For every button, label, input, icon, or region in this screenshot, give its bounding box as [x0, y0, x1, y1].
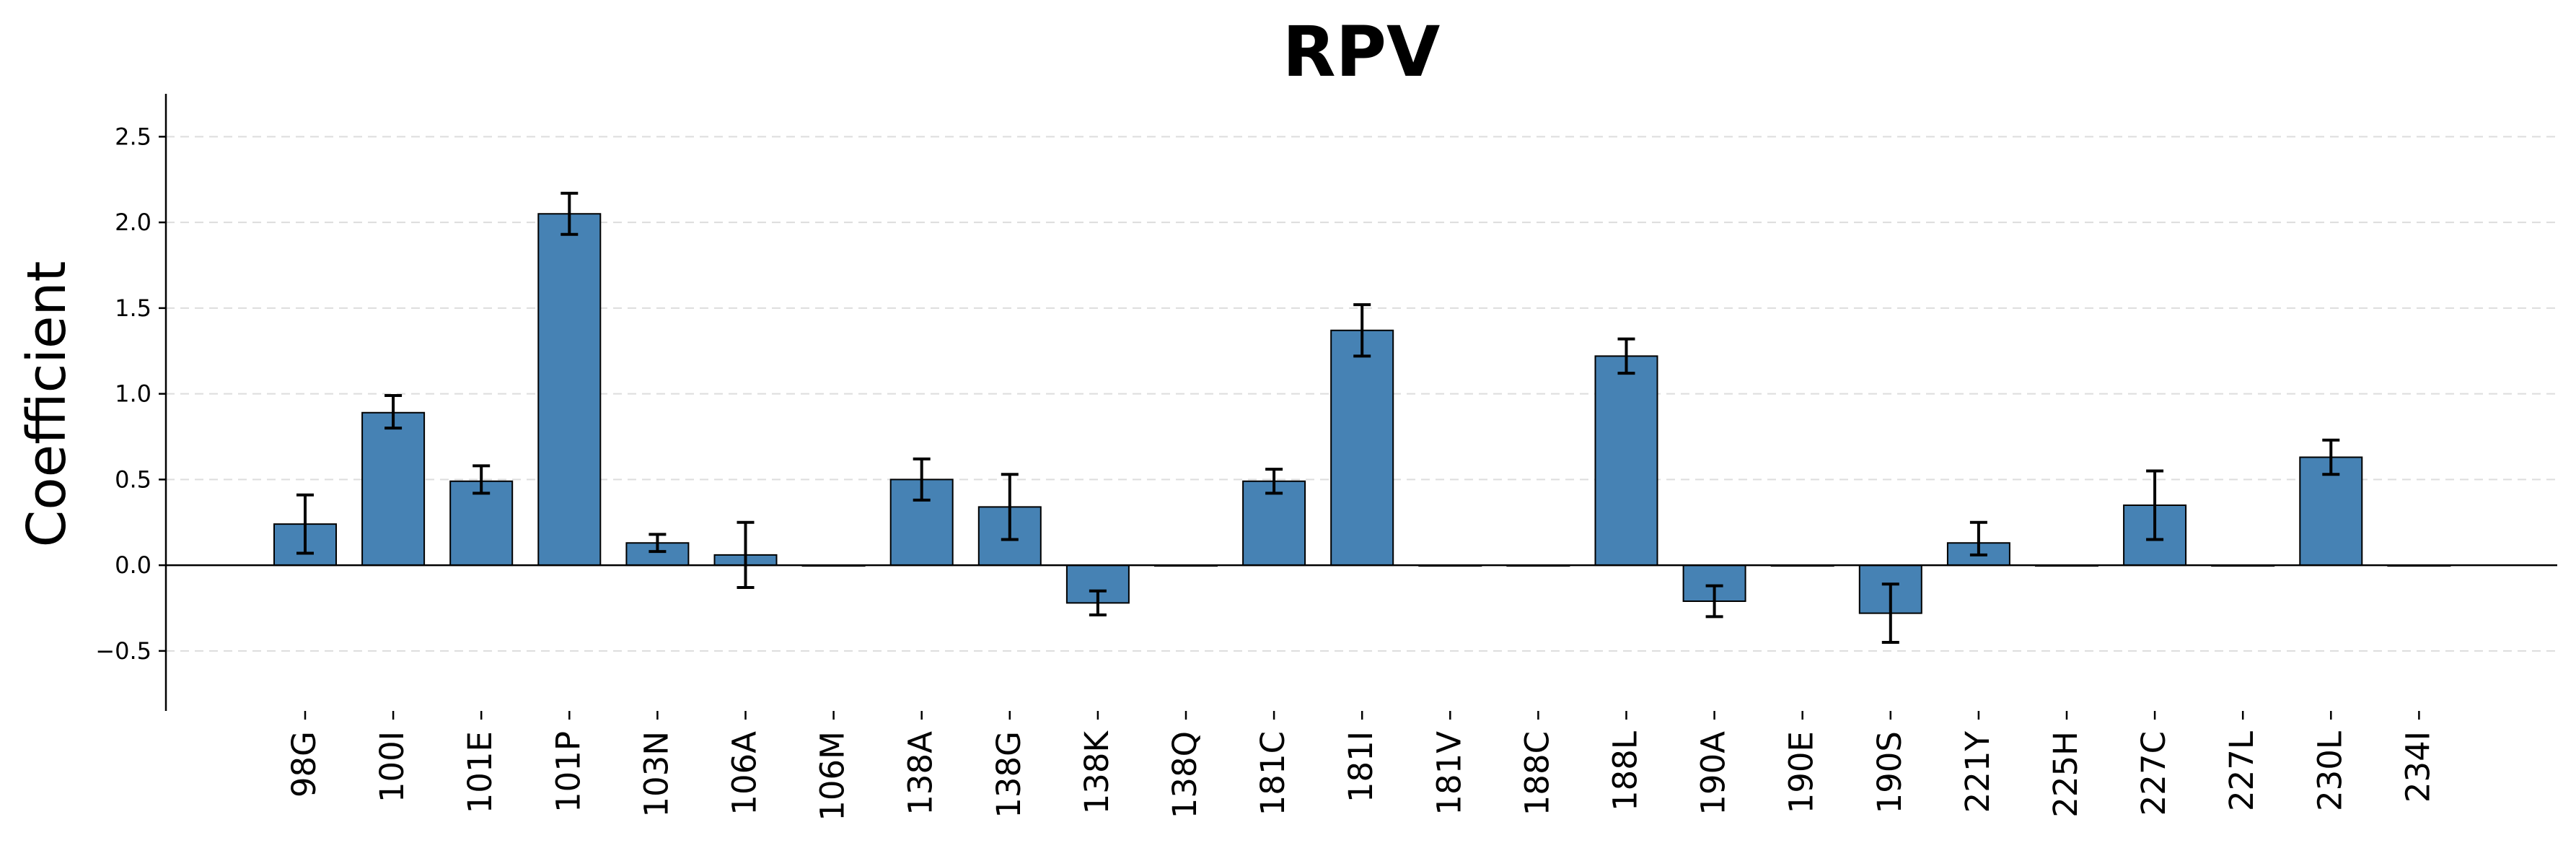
x-ticks: 98G 100I 101E 101P 103N 106A 106M 138A 138G 138K 1…	[285, 711, 2437, 821]
y-axis-label: Coefficient	[16, 261, 78, 548]
x-tick-label: 101P	[549, 731, 587, 813]
x-tick-label: 221Y	[1959, 730, 1997, 813]
x-tick-label: 100I	[373, 731, 411, 803]
error-bar	[913, 457, 931, 502]
bar	[537, 213, 602, 567]
x-tick-label: 138A	[902, 731, 940, 816]
y-tick-label: 2.0	[115, 209, 151, 236]
y-ticks: −0.5 0.0 0.5 1.0 1.5 2.0 2.5	[95, 123, 166, 665]
error-bar	[1969, 520, 1987, 556]
x-tick-label: 101E	[461, 731, 499, 813]
bars	[273, 213, 2451, 614]
error-bar	[737, 520, 755, 589]
error-bar	[2146, 469, 2164, 541]
x-tick-label: 190S	[1871, 731, 1909, 813]
y-tick-label: 1.0	[115, 380, 151, 408]
x-tick-label: 138G	[990, 731, 1028, 818]
error-bar	[384, 394, 403, 430]
x-tick-label: 98G	[285, 731, 323, 798]
x-tick-label: 181I	[1342, 731, 1380, 803]
x-tick-label: 230L	[2311, 731, 2349, 811]
bar	[1242, 480, 1306, 567]
x-tick-label: 225H	[2047, 731, 2085, 818]
y-tick-label: 2.5	[115, 123, 151, 150]
error-bar	[1089, 589, 1107, 616]
y-tick-label: 1.5	[115, 294, 151, 322]
y-tick-label: 0.5	[115, 466, 151, 493]
x-tick-label: 188L	[1606, 731, 1645, 811]
error-bars	[296, 191, 2340, 644]
x-tick-label: 103N	[637, 731, 675, 818]
error-bar	[472, 464, 491, 495]
x-tick-label: 106A	[726, 731, 764, 816]
x-tick-label: 234I	[2399, 731, 2437, 803]
bar	[361, 411, 426, 567]
grid-lines	[166, 136, 2557, 652]
axes	[164, 94, 2557, 711]
y-tick-label: −0.5	[95, 637, 151, 665]
error-bar	[1265, 468, 1283, 495]
error-bar	[649, 533, 667, 554]
error-bar	[1705, 584, 1723, 619]
x-tick-label: 138K	[1078, 730, 1116, 815]
error-bar	[296, 493, 314, 555]
x-tick-label: 227C	[2135, 731, 2173, 816]
x-tick-label: 181C	[1254, 731, 1292, 816]
error-bar	[1001, 473, 1019, 541]
x-tick-label: 188C	[1518, 731, 1556, 816]
error-bar	[1353, 303, 1371, 358]
error-bar	[561, 191, 579, 236]
x-tick-label: 181V	[1430, 731, 1468, 816]
error-bar	[2322, 438, 2340, 476]
chart-title: RPV	[1283, 12, 1441, 92]
x-tick-label: 227L	[2223, 731, 2261, 811]
error-bar	[1617, 337, 1635, 375]
bar	[1330, 329, 1394, 567]
y-tick-label: 0.0	[115, 551, 151, 579]
x-tick-label: 190E	[1782, 731, 1821, 813]
error-bar	[1881, 582, 1899, 644]
x-tick-label: 190A	[1694, 731, 1733, 816]
bar	[1594, 355, 1658, 567]
x-tick-label: 106M	[814, 731, 852, 821]
x-tick-label: 138Q	[1166, 731, 1204, 818]
